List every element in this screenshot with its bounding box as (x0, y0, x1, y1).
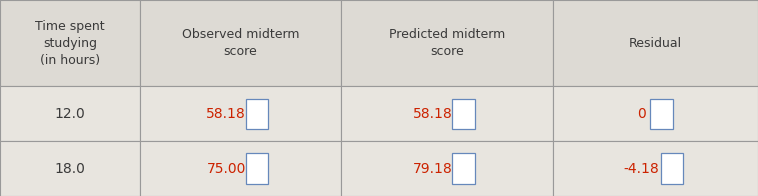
Text: -4.18: -4.18 (623, 162, 659, 176)
Bar (452, 153, 475, 184)
Text: 58.18: 58.18 (206, 107, 246, 121)
Bar (553, 0, 758, 86)
Bar (341, 141, 553, 196)
Bar (246, 99, 268, 129)
Text: 12.0: 12.0 (55, 107, 86, 121)
Bar (0, 0, 140, 86)
Text: Observed midterm
score: Observed midterm score (182, 28, 299, 58)
Bar (0, 86, 140, 141)
Bar (0, 141, 140, 196)
Text: 75.00: 75.00 (207, 162, 246, 176)
Bar (553, 86, 758, 141)
Text: Predicted midterm
score: Predicted midterm score (389, 28, 506, 58)
Bar (553, 141, 758, 196)
Bar (341, 0, 553, 86)
Text: 18.0: 18.0 (55, 162, 86, 176)
Text: 0: 0 (637, 107, 646, 121)
Text: Residual: Residual (629, 37, 682, 50)
Bar (341, 86, 553, 141)
Bar (246, 153, 268, 184)
Bar (140, 0, 341, 86)
Text: Time spent
studying
(in hours): Time spent studying (in hours) (36, 20, 105, 67)
Bar (140, 86, 341, 141)
Bar (650, 99, 673, 129)
Bar (140, 141, 341, 196)
Bar (452, 99, 475, 129)
Text: 58.18: 58.18 (413, 107, 453, 121)
Text: 79.18: 79.18 (413, 162, 453, 176)
Bar (661, 153, 684, 184)
